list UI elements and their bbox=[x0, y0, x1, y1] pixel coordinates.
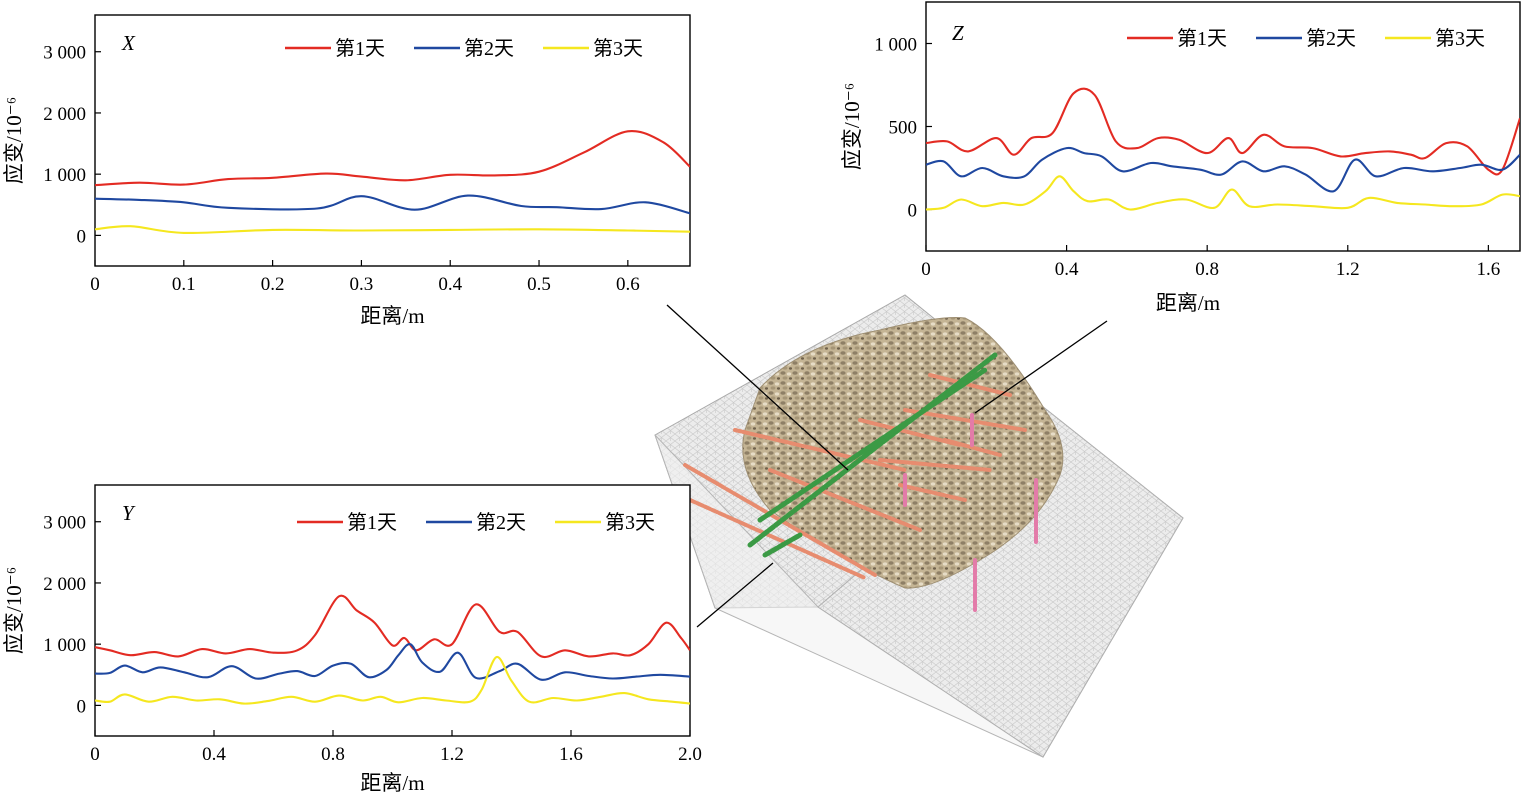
series-line-day3 bbox=[95, 655, 690, 705]
x-tick-label: 0.5 bbox=[527, 274, 551, 295]
x-tick-label: 1.6 bbox=[1476, 259, 1500, 280]
series-line-day1 bbox=[926, 87, 1520, 176]
x-tick-label: 1.2 bbox=[440, 744, 464, 765]
legend-label-day2: 第2天 bbox=[1306, 27, 1356, 50]
orange-fiber bbox=[688, 498, 867, 580]
x-axis-label: 距离/m bbox=[1156, 291, 1220, 315]
y-tick-label: 1 000 bbox=[43, 165, 86, 186]
panel-label: Y bbox=[122, 501, 136, 525]
leader-line-y bbox=[696, 562, 774, 628]
orange-fiber bbox=[878, 458, 992, 472]
series-line-day2 bbox=[95, 194, 690, 215]
x-tick-label: 0.8 bbox=[321, 744, 345, 765]
y-tick-label: 0 bbox=[77, 226, 87, 247]
series-line-day2 bbox=[95, 643, 690, 681]
x-axis-label: 距离/m bbox=[360, 304, 424, 328]
series-line-day3 bbox=[95, 225, 690, 235]
panel-label: X bbox=[121, 31, 136, 55]
y-axis-label: 应变/10⁻⁶ bbox=[2, 567, 26, 654]
legend-label-day1: 第1天 bbox=[347, 511, 397, 534]
plot-frame bbox=[94, 14, 691, 267]
leader-line-z bbox=[974, 320, 1108, 414]
x-tick-label: 0.2 bbox=[261, 274, 285, 295]
series-line-day2 bbox=[926, 146, 1520, 193]
x-tick-label: 0 bbox=[90, 744, 100, 765]
orange-fiber bbox=[928, 373, 1012, 397]
leader-line-x bbox=[666, 304, 849, 471]
legend-label-day3: 第3天 bbox=[1435, 27, 1485, 50]
y-axis-label: 应变/10⁻⁶ bbox=[840, 83, 864, 170]
series-line-day3 bbox=[926, 175, 1520, 211]
orange-fiber bbox=[898, 483, 967, 502]
x-tick-label: 1.2 bbox=[1336, 259, 1360, 280]
x-tick-label: 0.6 bbox=[616, 274, 640, 295]
x-tick-label: 0.1 bbox=[172, 274, 196, 295]
tank-model-illustration bbox=[654, 294, 1184, 758]
y-tick-label: 2 000 bbox=[43, 574, 86, 595]
y-tick-label: 500 bbox=[889, 118, 918, 139]
x-axis-label: 距离/m bbox=[360, 771, 424, 795]
x-tick-label: 0.4 bbox=[438, 274, 462, 295]
plot-frame bbox=[94, 484, 691, 737]
panel-label: Z bbox=[952, 21, 964, 45]
series-line-day1 bbox=[95, 129, 690, 187]
series-line-day1 bbox=[95, 594, 690, 659]
chart-z-direction: 0 0.4 0.8 1.2 1.6 0 500 1 000 距离/m 应变/10⁻⁶ Z 第1天 第2天… bbox=[840, 1, 1521, 315]
chart-x-direction: 0 0.1 0.2 0.3 0.4 0.5 0.6 0 1 000 2 000 3 000 距离/m 应… bbox=[2, 14, 691, 328]
orange-fiber bbox=[768, 468, 922, 532]
y-tick-label: 3 000 bbox=[43, 43, 86, 64]
y-tick-label: 3 000 bbox=[43, 513, 86, 534]
legend-label-day1: 第1天 bbox=[335, 37, 385, 60]
y-tick-label: 1 000 bbox=[874, 35, 917, 56]
x-tick-label: 0 bbox=[921, 259, 931, 280]
legend-label-day3: 第3天 bbox=[605, 511, 655, 534]
green-fiber bbox=[762, 532, 803, 558]
legend-label-day2: 第2天 bbox=[476, 511, 526, 534]
x-tick-label: 0 bbox=[90, 274, 100, 295]
green-fiber bbox=[757, 367, 988, 523]
chart-y-direction: 0 0.4 0.8 1.2 1.6 2.0 0 1 000 2 000 3 000 距离/m 应变/1… bbox=[2, 484, 702, 795]
x-tick-label: 1.6 bbox=[559, 744, 583, 765]
x-tick-label: 0.3 bbox=[350, 274, 374, 295]
orange-fiber bbox=[733, 428, 907, 472]
y-tick-label: 2 000 bbox=[43, 104, 86, 125]
x-tick-label: 2.0 bbox=[678, 744, 702, 765]
y-tick-label: 1 000 bbox=[43, 635, 86, 656]
green-fiber bbox=[747, 352, 998, 548]
x-tick-label: 0.4 bbox=[202, 744, 226, 765]
orange-fiber bbox=[903, 408, 1027, 432]
x-tick-label: 0.8 bbox=[1195, 259, 1219, 280]
y-tick-label: 0 bbox=[77, 696, 87, 717]
sensor-fibers bbox=[683, 352, 1038, 612]
orange-fiber bbox=[943, 438, 1002, 457]
legend-label-day3: 第3天 bbox=[593, 37, 643, 60]
legend-label-day2: 第2天 bbox=[464, 37, 514, 60]
y-tick-label: 0 bbox=[908, 201, 918, 222]
plot-frame bbox=[925, 1, 1521, 252]
y-axis-label: 应变/10⁻⁶ bbox=[2, 97, 26, 184]
legend-label-day1: 第1天 bbox=[1177, 27, 1227, 50]
x-tick-label: 0.4 bbox=[1055, 259, 1079, 280]
